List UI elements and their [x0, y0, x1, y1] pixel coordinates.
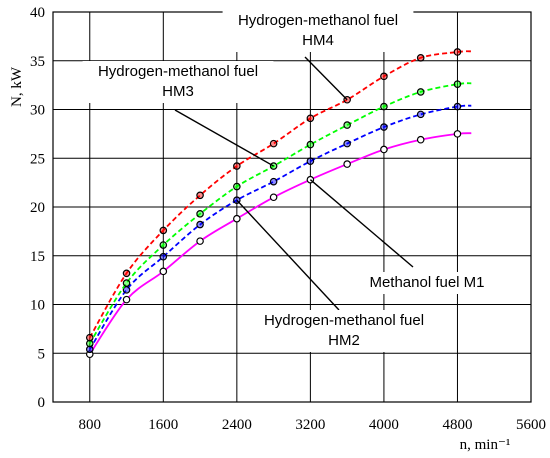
data-point — [416, 88, 425, 96]
x-tick-label: 3200 — [295, 417, 325, 433]
data-point — [196, 191, 204, 200]
x-axis-label: n, min⁻¹ — [460, 437, 511, 453]
series-line — [89, 104, 472, 350]
data-point — [269, 177, 278, 186]
y-tick-label: 20 — [30, 200, 45, 216]
data-point — [159, 267, 168, 276]
data-point — [233, 214, 241, 223]
y-tick-label: 25 — [30, 151, 45, 167]
annotation-text: Methanol fuel M1 — [369, 274, 484, 291]
data-point — [343, 139, 351, 148]
data-point — [159, 241, 168, 249]
annotation-text: HM4 — [302, 32, 334, 49]
data-point — [196, 210, 204, 218]
data-point — [306, 140, 315, 149]
x-tick-label: 5600 — [516, 417, 546, 433]
y-tick-label: 35 — [30, 54, 45, 70]
data-point — [269, 139, 278, 148]
x-tick-label: 800 — [79, 417, 102, 433]
annotation-leader — [174, 109, 274, 167]
data-point — [416, 54, 425, 62]
data-point — [380, 123, 388, 131]
tick-labels: 0 5 10 15 20 25 30 35 40 800 1600 2400 3200 4000 4800 5… — [30, 5, 546, 433]
annotation-text: HM3 — [162, 83, 194, 100]
data-point — [196, 220, 204, 229]
data-point — [159, 252, 168, 261]
x-tick-label: 1600 — [148, 417, 178, 433]
data-point — [380, 102, 388, 111]
data-point — [159, 226, 168, 235]
y-tick-label: 40 — [30, 5, 45, 21]
series-line — [89, 82, 472, 344]
annotation-bg — [222, 10, 414, 52]
series-1 — [85, 102, 472, 354]
annotation-text: Hydrogen-methanol fuel — [238, 12, 398, 29]
y-tick-label: 5 — [38, 346, 46, 362]
data-point — [416, 110, 425, 119]
data-point — [196, 237, 204, 245]
data-point — [453, 48, 462, 56]
data-point — [453, 130, 462, 138]
y-axis-label: N, kW — [9, 66, 25, 107]
data-point — [269, 193, 278, 202]
data-point — [122, 279, 131, 287]
data-point — [122, 269, 131, 278]
x-tick-label: 2400 — [222, 417, 252, 433]
data-point — [233, 182, 241, 191]
data-point — [233, 162, 241, 170]
data-point — [380, 72, 388, 81]
annotation-leader — [304, 56, 348, 101]
x-tick-label: 4800 — [442, 417, 472, 433]
data-point — [453, 80, 462, 88]
data-point — [380, 145, 388, 154]
annotation-bg — [248, 310, 440, 352]
series-2 — [85, 80, 472, 348]
annotation-text: HM2 — [328, 332, 360, 349]
data-point — [122, 295, 131, 304]
y-tick-label: 10 — [30, 298, 45, 314]
data-point — [85, 333, 94, 342]
data-point — [306, 157, 315, 165]
data-point — [343, 160, 351, 168]
data-point — [306, 114, 315, 123]
annotation-text: Hydrogen-methanol fuel — [264, 312, 424, 329]
annotation-leader — [309, 179, 414, 268]
series-0 — [85, 130, 472, 359]
data-point — [453, 102, 462, 111]
annotation-bg — [82, 61, 274, 103]
y-tick-label: 0 — [38, 395, 46, 411]
annotation-text: Hydrogen-methanol fuel — [98, 63, 258, 80]
y-tick-label: 15 — [30, 249, 45, 265]
annotations: Hydrogen-methanol fuel HM4 Hydrogen-methan… — [82, 10, 498, 352]
x-tick-label: 4000 — [369, 417, 399, 433]
data-point — [343, 121, 351, 129]
annotation-bg — [356, 272, 498, 294]
annotation-leader — [236, 199, 340, 311]
y-tick-label: 30 — [30, 103, 45, 119]
data-point — [416, 135, 425, 144]
series-line — [89, 50, 472, 339]
